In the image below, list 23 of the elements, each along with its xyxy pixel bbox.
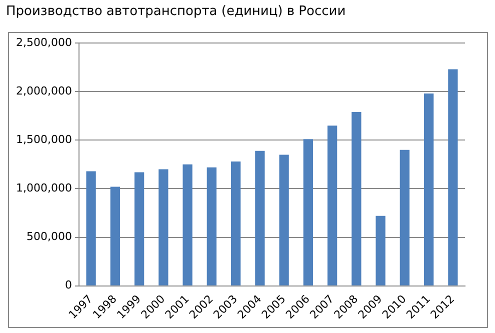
bar: [303, 139, 314, 286]
bar: [255, 150, 265, 286]
bar: [327, 126, 338, 286]
bar: [230, 162, 241, 286]
bar: [279, 154, 289, 286]
y-tick-label: 1,500,000: [16, 133, 72, 146]
y-tick-label: 500,000: [26, 230, 72, 244]
chart-title: Производство автотранспорта (единиц) в России: [6, 4, 346, 19]
y-tick-label: 2,000,000: [16, 84, 72, 98]
y-tick-label: 1,000,000: [16, 182, 72, 195]
bar: [424, 94, 434, 286]
y-tick-label: 2,500,000: [16, 36, 72, 49]
bar: [110, 186, 120, 286]
bar: [206, 167, 216, 286]
bar: [448, 69, 458, 286]
bar: [352, 112, 362, 286]
bar: [134, 172, 144, 286]
bar: [182, 164, 192, 286]
bar: [158, 169, 168, 286]
bar: [376, 216, 386, 286]
y-tick-label: 0: [64, 278, 72, 292]
bar: [400, 150, 410, 286]
bar: [86, 171, 96, 286]
